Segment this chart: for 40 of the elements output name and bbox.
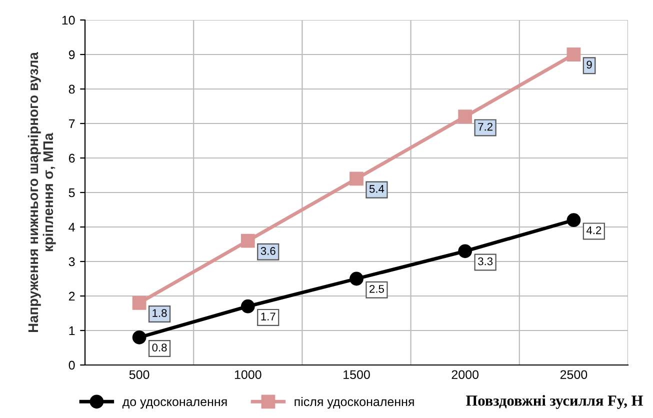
point — [132, 296, 146, 310]
point — [240, 299, 255, 314]
legend-label: після удосконалення — [294, 396, 414, 409]
data-label: 0.8 — [152, 344, 167, 352]
y-axis-title: Напруження нижнього шарнірного вузла кріплення σ, МПа — [28, 52, 56, 332]
x-tick-label: 1000 — [234, 370, 262, 380]
data-label: 2.5 — [370, 284, 384, 293]
point — [458, 244, 472, 258]
y-tick-label: 1 — [69, 326, 75, 336]
point — [458, 110, 472, 124]
y-tick-label: 3 — [68, 257, 75, 266]
x-axis-title: Повздовжні зусилля Fy, Н — [466, 395, 643, 409]
data-label: 7.2 — [478, 122, 492, 131]
y-tick-label: 4 — [68, 222, 75, 232]
point — [132, 330, 146, 344]
data-label: 5.4 — [369, 185, 384, 193]
y-tick-label: 7 — [68, 119, 75, 128]
data-label: 1.8 — [152, 309, 167, 317]
legend-label: до удосконалення — [122, 399, 227, 409]
point — [350, 272, 364, 286]
data-label: 4.2 — [586, 226, 602, 234]
y-tick-label: 0 — [68, 360, 75, 370]
point — [566, 213, 581, 228]
data-label: 1.7 — [261, 312, 276, 320]
x-tick-label: 1500 — [344, 370, 370, 380]
x-tick-label: 2500 — [560, 370, 588, 380]
point — [566, 48, 581, 62]
y-tick-label: 10 — [62, 16, 75, 25]
y-tick-label: 2 — [68, 292, 75, 301]
y-tick-label: 6 — [68, 154, 75, 163]
point — [240, 234, 255, 248]
y-tick-label: 8 — [68, 84, 75, 94]
data-label: 3.3 — [478, 257, 493, 266]
x-tick-label: 2000 — [452, 370, 479, 380]
data-label: 9 — [586, 60, 592, 69]
x-tick-label: 500 — [129, 370, 150, 380]
y-tick-label: 9 — [68, 50, 75, 60]
y-tick-label: 5 — [68, 188, 75, 198]
data-label: 3.6 — [260, 247, 276, 255]
point — [350, 172, 364, 186]
